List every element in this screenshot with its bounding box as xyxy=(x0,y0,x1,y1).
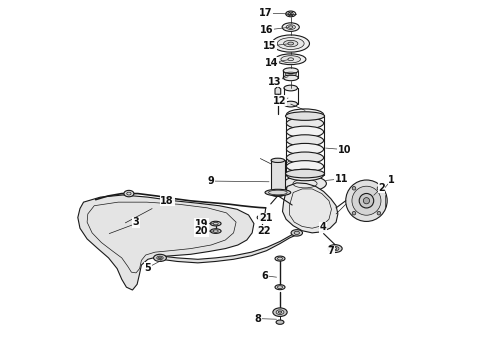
Text: 8: 8 xyxy=(254,314,261,324)
Ellipse shape xyxy=(288,12,293,16)
Polygon shape xyxy=(78,195,254,290)
Text: 6: 6 xyxy=(262,271,269,281)
Ellipse shape xyxy=(276,310,284,315)
Ellipse shape xyxy=(287,161,323,172)
Ellipse shape xyxy=(352,186,381,215)
Ellipse shape xyxy=(275,285,285,290)
Text: 10: 10 xyxy=(338,145,351,155)
Ellipse shape xyxy=(271,192,285,197)
Text: 15: 15 xyxy=(263,41,276,51)
Ellipse shape xyxy=(284,101,297,107)
Text: 13: 13 xyxy=(268,77,281,87)
Ellipse shape xyxy=(352,186,356,190)
Ellipse shape xyxy=(210,221,221,226)
Ellipse shape xyxy=(282,23,299,31)
Bar xyxy=(271,160,285,194)
Ellipse shape xyxy=(271,158,285,162)
Text: 3: 3 xyxy=(133,217,140,227)
Ellipse shape xyxy=(276,320,284,324)
Ellipse shape xyxy=(157,256,163,260)
Ellipse shape xyxy=(286,25,295,30)
Ellipse shape xyxy=(287,152,323,163)
Polygon shape xyxy=(159,231,298,263)
Ellipse shape xyxy=(283,68,298,73)
Ellipse shape xyxy=(286,11,296,17)
Ellipse shape xyxy=(284,85,297,91)
Ellipse shape xyxy=(257,215,267,220)
Text: 18: 18 xyxy=(160,196,174,206)
Ellipse shape xyxy=(273,308,287,316)
Ellipse shape xyxy=(283,75,298,81)
Ellipse shape xyxy=(275,256,285,261)
Ellipse shape xyxy=(275,54,306,64)
Ellipse shape xyxy=(289,26,293,28)
Ellipse shape xyxy=(287,109,323,120)
Ellipse shape xyxy=(287,118,323,129)
Ellipse shape xyxy=(328,245,342,252)
Ellipse shape xyxy=(287,126,323,138)
Text: 11: 11 xyxy=(335,174,348,184)
Ellipse shape xyxy=(153,254,167,261)
Ellipse shape xyxy=(346,180,387,221)
Ellipse shape xyxy=(286,112,324,120)
Ellipse shape xyxy=(265,189,291,196)
Text: 4: 4 xyxy=(319,222,326,232)
Ellipse shape xyxy=(284,40,298,47)
Text: 12: 12 xyxy=(273,96,287,106)
Text: 22: 22 xyxy=(257,226,270,236)
Text: 20: 20 xyxy=(195,226,208,236)
Ellipse shape xyxy=(352,211,356,215)
Polygon shape xyxy=(275,86,281,94)
Ellipse shape xyxy=(359,193,374,208)
Ellipse shape xyxy=(294,231,299,234)
Ellipse shape xyxy=(377,211,381,215)
Polygon shape xyxy=(283,183,338,233)
Ellipse shape xyxy=(124,190,134,197)
Text: 5: 5 xyxy=(145,262,151,273)
Ellipse shape xyxy=(272,35,310,52)
Ellipse shape xyxy=(269,190,287,195)
Ellipse shape xyxy=(286,169,324,178)
Text: 1: 1 xyxy=(388,175,395,185)
Ellipse shape xyxy=(291,230,302,236)
Ellipse shape xyxy=(287,143,323,155)
Text: 2: 2 xyxy=(378,183,385,193)
Text: 9: 9 xyxy=(208,176,215,186)
Ellipse shape xyxy=(278,311,282,313)
Ellipse shape xyxy=(281,56,300,63)
Ellipse shape xyxy=(287,135,323,146)
Ellipse shape xyxy=(287,169,323,181)
Ellipse shape xyxy=(288,42,294,45)
Ellipse shape xyxy=(284,176,326,192)
Text: 7: 7 xyxy=(327,247,334,256)
Ellipse shape xyxy=(277,38,304,49)
Text: 19: 19 xyxy=(195,219,208,229)
Text: 17: 17 xyxy=(259,8,272,18)
Text: 14: 14 xyxy=(265,58,278,68)
Ellipse shape xyxy=(210,229,221,233)
Ellipse shape xyxy=(364,198,369,204)
Text: 16: 16 xyxy=(260,25,274,35)
Ellipse shape xyxy=(257,228,267,233)
Ellipse shape xyxy=(377,186,381,190)
Text: 21: 21 xyxy=(259,213,272,223)
Ellipse shape xyxy=(159,257,161,259)
Ellipse shape xyxy=(331,247,339,251)
